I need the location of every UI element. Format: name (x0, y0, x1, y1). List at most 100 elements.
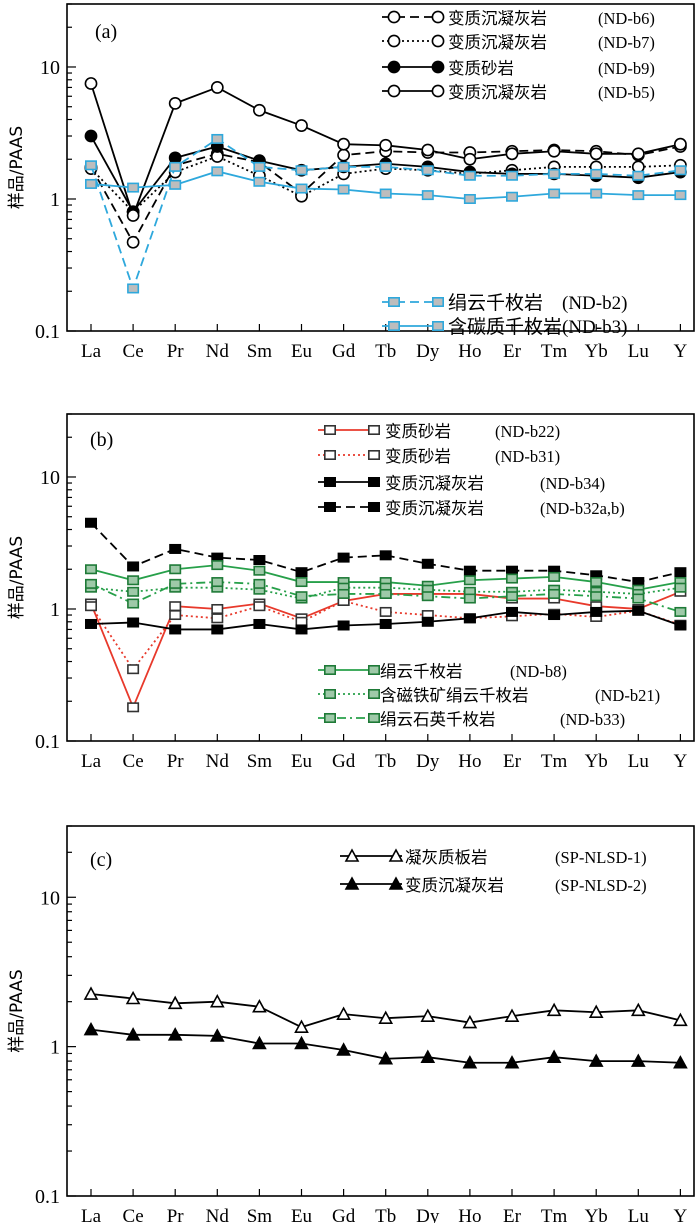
data-point (462, 1055, 478, 1069)
data-point (674, 620, 687, 631)
legend-sample: (ND-b3) (562, 317, 627, 338)
data-point (337, 184, 350, 195)
x-tick-label: Pr (167, 751, 185, 772)
data-point (505, 147, 519, 161)
legend-marker (323, 501, 336, 512)
legend-marker (431, 60, 445, 74)
x-tick-label: Eu (291, 1206, 313, 1223)
x-tick-label: Lu (628, 1206, 650, 1223)
data-point (379, 588, 392, 599)
legend-label: 绢云千枚岩 (380, 662, 463, 681)
data-point (336, 1006, 351, 1020)
data-point (548, 588, 561, 599)
data-point (211, 577, 224, 588)
x-tick-label: Dy (416, 1206, 440, 1223)
data-point (253, 555, 266, 566)
x-tick-label: Yb (585, 341, 608, 362)
x-tick-label: Gd (332, 751, 356, 772)
data-point (85, 160, 98, 171)
x-tick-label: Y (674, 751, 688, 772)
series-0 (83, 986, 688, 1033)
data-point (168, 151, 182, 165)
x-tick-label: Dy (416, 751, 440, 772)
data-point (211, 613, 224, 624)
legend-marker (387, 60, 401, 74)
legend-marker (367, 476, 380, 487)
legend-sample: (ND-b5) (598, 83, 655, 102)
data-point (337, 148, 350, 162)
data-point (167, 995, 183, 1010)
panel-label: (b) (90, 429, 113, 451)
legend-marker (387, 320, 400, 331)
legend-label: 变质沉凝灰岩 (405, 876, 504, 895)
y-tick-label: 0.1 (35, 1186, 60, 1208)
data-point (211, 166, 224, 177)
data-point (294, 1019, 309, 1033)
data-point (169, 161, 182, 172)
data-point (127, 561, 140, 572)
legend-label: 变质沉凝灰岩 (385, 474, 484, 493)
data-point (588, 1053, 604, 1067)
data-point (83, 986, 99, 1000)
legend: 变质沉凝灰岩 (ND-b6) 变质沉凝灰岩 (ND-b7) 变质砂岩 (ND-b9) 变质沉… (382, 9, 655, 338)
plot-frame (66, 825, 695, 1197)
x-tick-label: Yb (585, 751, 608, 772)
legend-sample: (ND-b21) (595, 686, 660, 705)
data-point (211, 133, 224, 144)
data-point (547, 144, 561, 158)
data-point (420, 1049, 436, 1063)
data-point (295, 119, 308, 132)
legend-sample: (ND-b32a,b) (540, 499, 625, 518)
data-point (463, 565, 476, 576)
x-tick-label: Sm (247, 1206, 273, 1223)
data-point (209, 1028, 225, 1042)
legend-marker (367, 688, 380, 699)
x-tick-label: Tm (541, 751, 568, 772)
data-point (505, 606, 518, 617)
data-point (127, 617, 140, 628)
legend-label: 绢云千枚岩 (448, 292, 543, 314)
legend-sample: (ND-b9) (598, 59, 655, 78)
legend-marker (323, 688, 336, 699)
data-point (421, 143, 435, 157)
legend-marker (387, 34, 401, 48)
legend-marker (323, 476, 336, 487)
data-point (337, 552, 350, 563)
data-point (169, 179, 182, 190)
x-tick-label: La (81, 751, 102, 772)
data-point (379, 550, 392, 561)
legend-marker (388, 848, 404, 862)
legend-label: 绢云石英千枚岩 (380, 710, 496, 729)
y-axis-label: 样品/PAAS (7, 536, 27, 619)
legend-sample: (ND-b6) (598, 9, 655, 28)
x-tick-label: Sm (247, 751, 273, 772)
series-4 (85, 133, 687, 294)
data-point (379, 606, 392, 617)
y-tick-label: 10 (40, 467, 60, 489)
x-tick-label: Ho (458, 1206, 481, 1223)
x-tick-label: Sm (247, 341, 273, 362)
x-tick-label: Y (674, 1206, 688, 1223)
data-point (336, 1042, 351, 1056)
x-tick-label: Tb (375, 1206, 396, 1223)
series-1 (83, 1021, 688, 1069)
data-point (546, 1049, 562, 1063)
data-point (295, 591, 308, 602)
data-point (127, 182, 140, 193)
legend-sample: (ND-b34) (540, 474, 605, 493)
legend-label: 变质沉凝灰岩 (448, 33, 547, 52)
legend: 凝灰质板岩 (SP-NLSD-1) 变质沉凝灰岩 (SP-NLSD-2) (340, 848, 647, 895)
data-point (211, 603, 224, 614)
series-4 (85, 560, 687, 595)
data-point (85, 178, 98, 189)
series-5 (85, 166, 687, 204)
legend-marker (367, 449, 380, 460)
data-point (504, 1008, 520, 1022)
series-3 (85, 517, 687, 588)
data-point (84, 129, 98, 143)
data-point (632, 170, 645, 181)
y-tick-label: 1 (50, 1037, 60, 1059)
data-point (421, 616, 434, 627)
data-point (505, 591, 518, 602)
